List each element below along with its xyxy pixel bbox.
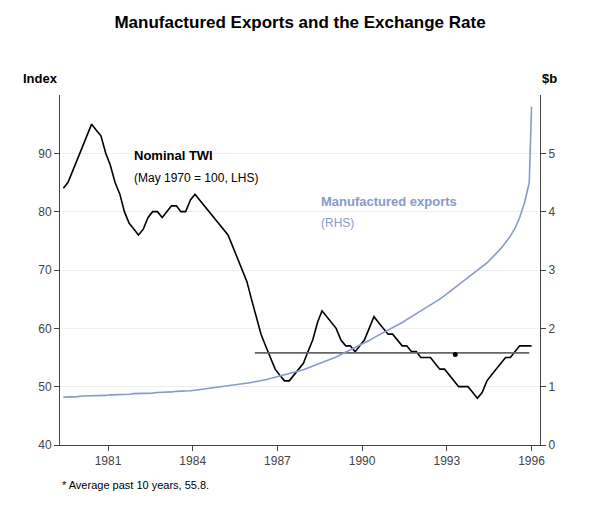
svg-text:50: 50 <box>38 380 52 394</box>
svg-text:40: 40 <box>38 438 52 452</box>
svg-text:(RHS): (RHS) <box>321 216 354 230</box>
svg-text:$b: $b <box>542 71 557 86</box>
svg-text:Nominal TWI: Nominal TWI <box>134 148 213 163</box>
svg-text:1987: 1987 <box>264 454 291 468</box>
svg-text:* Average past 10 years, 55.8.: * Average past 10 years, 55.8. <box>62 479 209 491</box>
svg-text:2: 2 <box>548 322 555 336</box>
svg-text:80: 80 <box>38 205 52 219</box>
svg-text:60: 60 <box>38 322 52 336</box>
svg-text:(May 1970 = 100, LHS): (May 1970 = 100, LHS) <box>134 171 258 185</box>
svg-text:1: 1 <box>548 380 555 394</box>
svg-text:1996: 1996 <box>518 454 545 468</box>
svg-text:1981: 1981 <box>95 454 122 468</box>
svg-text:0: 0 <box>548 438 555 452</box>
svg-text:Index: Index <box>23 71 58 86</box>
svg-text:1990: 1990 <box>349 454 376 468</box>
svg-text:Manufactured Exports and the E: Manufactured Exports and the Exchange Ra… <box>114 13 485 32</box>
svg-text:5: 5 <box>548 147 555 161</box>
svg-text:3: 3 <box>548 263 555 277</box>
svg-text:90: 90 <box>38 147 52 161</box>
svg-text:70: 70 <box>38 263 52 277</box>
svg-text:Manufactured exports: Manufactured exports <box>321 194 457 209</box>
svg-text:1993: 1993 <box>433 454 460 468</box>
svg-text:1984: 1984 <box>179 454 206 468</box>
svg-text:4: 4 <box>548 205 555 219</box>
